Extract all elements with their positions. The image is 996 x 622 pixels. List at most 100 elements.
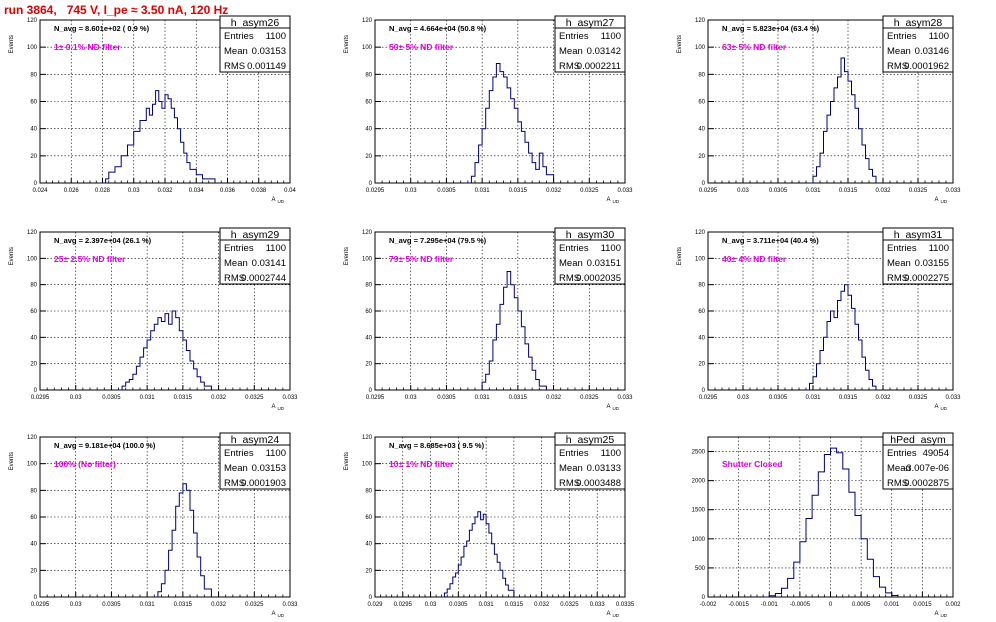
- x-tick-label: 0.032: [211, 395, 227, 401]
- stats-mean-label: Mean: [559, 258, 583, 269]
- x-axis-label-subscript: UD: [613, 406, 620, 411]
- y-tick-label: 0: [702, 595, 706, 601]
- x-tick-label: 0.0325: [909, 188, 928, 194]
- x-tick-label: 0.028: [95, 188, 111, 194]
- y-tick-label: 20: [365, 154, 372, 160]
- x-tick-label: 0.031: [140, 395, 156, 401]
- stats-rms-label: RMS: [224, 273, 245, 284]
- histogram-title: h_asym31: [894, 229, 943, 241]
- histogram-line: [763, 447, 899, 598]
- y-axis-label: Events: [9, 247, 15, 265]
- y-tick-label: 500: [695, 566, 706, 572]
- stats-mean-label: Mean: [887, 463, 911, 474]
- x-axis-label-subscript: UD: [613, 613, 620, 618]
- x-axis-label-main: A: [606, 611, 610, 617]
- y-tick-label: 20: [698, 154, 705, 160]
- x-tick-label: 0: [829, 602, 833, 608]
- histogram-title: h_asym25: [566, 434, 615, 446]
- stats-rms-label: RMS: [559, 273, 580, 284]
- stats-mean-label: Mean: [224, 46, 248, 57]
- y-tick-label: 80: [698, 283, 705, 289]
- x-axis-label: A UD: [934, 611, 947, 618]
- x-axis-label-main: A: [271, 404, 275, 410]
- stats-entries-label: Entries: [887, 448, 917, 459]
- x-tick-label: 0.03: [737, 188, 749, 194]
- x-tick-label: 0.03: [128, 188, 140, 194]
- stats-mean-label: Mean: [887, 46, 911, 57]
- y-tick-label: 120: [695, 18, 706, 24]
- y-tick-label: 40: [698, 335, 705, 341]
- y-tick-label: 20: [365, 362, 372, 368]
- y-tick-label: 100: [27, 462, 38, 468]
- histogram-title: hPed_asym: [890, 434, 946, 446]
- y-tick-label: 60: [365, 100, 372, 106]
- y-tick-label: 20: [30, 362, 37, 368]
- stats-rms-label: RMS: [224, 61, 245, 72]
- navg-text: N_avg = 5.823e+04 (63.4 %): [722, 24, 820, 33]
- y-tick-label: 80: [365, 488, 372, 494]
- stats-box: [554, 432, 626, 490]
- stats-entries-value: 1100: [266, 448, 286, 459]
- stats-entries-value: 1100: [601, 448, 621, 459]
- stats-mean-label: Mean: [224, 258, 248, 269]
- stats-box: [554, 227, 626, 285]
- y-tick-label: 60: [30, 515, 37, 521]
- stats-mean-label: Mean: [224, 463, 248, 474]
- y-tick-label: 120: [27, 435, 38, 441]
- histogram-title: h_asym26: [231, 17, 280, 29]
- x-axis-label-subscript: UD: [941, 199, 948, 204]
- y-tick-label: 1000: [692, 537, 706, 543]
- stats-box: [554, 15, 626, 73]
- x-axis-label: A UD: [271, 611, 284, 618]
- y-tick-label: 40: [30, 127, 37, 133]
- navg-text: N_avg = 3.711e+04 (40.4 %): [722, 236, 819, 245]
- x-tick-label: 0.002: [945, 602, 961, 608]
- x-tick-label: -0.001: [761, 602, 779, 608]
- x-tick-label: 0.026: [64, 188, 80, 194]
- stats-entries-value: 1100: [929, 31, 949, 42]
- y-tick-label: 120: [362, 18, 373, 24]
- y-tick-label: 60: [365, 515, 372, 521]
- x-axis-label-main: A: [934, 404, 938, 410]
- stats-box: [882, 15, 954, 73]
- stats-mean-value: 0.03141: [252, 258, 286, 269]
- histogram-line: [154, 483, 212, 598]
- y-tick-label: 40: [365, 335, 372, 341]
- x-tick-label: 0.031: [805, 395, 821, 401]
- stats-rms-value: 0.0003488: [576, 478, 621, 489]
- y-tick-label: 60: [30, 309, 37, 315]
- stats-entries-label: Entries: [224, 31, 254, 42]
- y-tick-label: 80: [30, 283, 37, 289]
- x-tick-label: 0.031: [805, 188, 821, 194]
- stats-rms-label: RMS: [887, 273, 908, 284]
- x-tick-label: 0.032: [157, 188, 173, 194]
- x-tick-label: 0.04: [284, 188, 296, 194]
- stats-entries-value: 1100: [266, 31, 286, 42]
- filter-annotation: 79± 5% ND filter: [389, 254, 454, 264]
- x-tick-label: 0.0325: [580, 188, 599, 194]
- x-tick-label: 0.031: [475, 188, 491, 194]
- histogram-line: [441, 511, 515, 598]
- histogram-pad-h_asym29: 0.0295 0.03 0.0305 0.031 0.0315 0.032 0.0325 0.…: [9, 227, 298, 411]
- navg-text: N_avg = 8.685e+03 ( 9.5 %): [389, 441, 485, 450]
- y-tick-label: 40: [30, 542, 37, 548]
- y-axis-label: Events: [344, 452, 350, 470]
- x-axis-label-subscript: UD: [613, 199, 620, 204]
- y-tick-label: 120: [695, 230, 706, 236]
- x-axis-label-main: A: [606, 404, 610, 410]
- y-tick-label: 40: [365, 127, 372, 133]
- stats-mean-value: 0.03142: [587, 46, 621, 57]
- stats-box: [219, 432, 291, 490]
- y-axis-label: Events: [9, 452, 15, 470]
- stats-rms-label: RMS: [224, 478, 245, 489]
- x-tick-label: 0.0325: [245, 602, 264, 608]
- x-tick-label: 0.0335: [616, 602, 635, 608]
- histogram-title: h_asym29: [231, 229, 280, 241]
- stats-box: [219, 15, 291, 73]
- histogram-line: [806, 284, 877, 391]
- y-tick-label: 40: [365, 542, 372, 548]
- filter-annotation: 40± 4% ND filter: [722, 254, 787, 264]
- x-tick-label: 0.0315: [509, 395, 528, 401]
- histogram-title: h_asym24: [231, 434, 280, 446]
- x-tick-label: 0.03: [70, 602, 82, 608]
